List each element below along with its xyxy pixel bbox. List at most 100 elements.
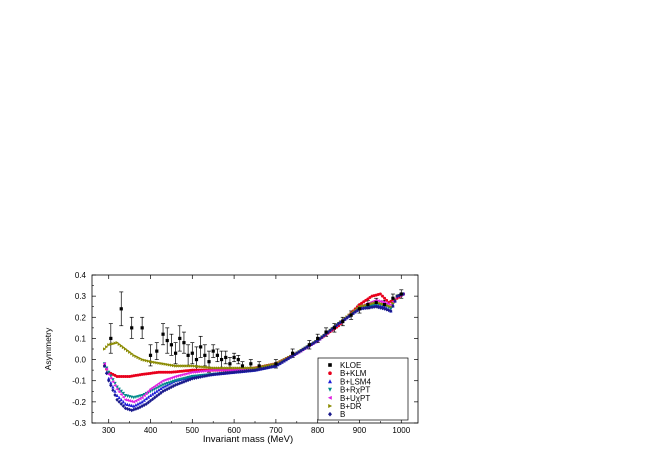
data-point — [159, 380, 163, 384]
data-point — [265, 365, 270, 370]
data-point — [190, 351, 194, 355]
series-b — [102, 292, 406, 413]
data-point — [217, 366, 222, 370]
data-point — [123, 374, 127, 378]
data-point — [391, 296, 395, 300]
data-point — [244, 369, 249, 373]
data-point — [207, 360, 211, 364]
data-point — [165, 362, 170, 367]
data-point — [228, 366, 232, 370]
data-point — [138, 401, 142, 405]
data-point — [362, 304, 366, 308]
data-point — [220, 366, 224, 370]
data-point — [261, 364, 266, 368]
x-tick-label: 700 — [269, 426, 283, 435]
data-point — [213, 366, 218, 370]
data-point — [148, 353, 153, 357]
data-point — [257, 367, 261, 372]
data-point — [127, 403, 132, 407]
data-point — [360, 304, 364, 308]
data-point — [224, 366, 228, 370]
data-point — [364, 306, 368, 310]
data-point — [144, 402, 148, 406]
data-point — [266, 363, 270, 368]
data-point — [127, 399, 132, 403]
data-point — [215, 371, 220, 376]
data-point — [132, 353, 136, 357]
data-point — [146, 395, 151, 399]
data-point — [151, 360, 155, 364]
data-point — [211, 349, 215, 353]
data-point — [236, 366, 241, 370]
data-point — [268, 363, 272, 367]
x-axis-label: Invariant mass (MeV) — [203, 434, 293, 445]
data-point — [180, 377, 184, 381]
x-tick-label: 400 — [144, 426, 158, 435]
data-point — [201, 365, 205, 369]
data-point — [234, 370, 238, 374]
data-point — [184, 376, 188, 380]
data-point — [182, 341, 186, 345]
data-point — [222, 366, 226, 370]
data-point — [171, 379, 176, 384]
data-point — [387, 308, 391, 313]
data-point — [121, 404, 125, 409]
data-point — [167, 386, 171, 391]
data-point — [142, 358, 147, 362]
data-point — [194, 357, 199, 362]
data-point — [155, 389, 159, 393]
data-point — [232, 366, 236, 370]
data-point — [126, 348, 130, 353]
data-point — [198, 369, 203, 374]
data-point — [148, 393, 153, 398]
data-point — [251, 368, 255, 373]
data-point — [182, 372, 186, 377]
data-point — [128, 350, 132, 354]
x-tick-label: 300 — [102, 426, 116, 435]
data-point — [157, 392, 161, 397]
data-point — [203, 353, 207, 357]
data-point — [109, 342, 113, 346]
data-point — [372, 301, 376, 305]
legend-label: B — [340, 410, 345, 419]
data-point — [153, 360, 157, 365]
data-point — [270, 362, 274, 367]
data-point — [157, 370, 161, 374]
data-point — [374, 300, 378, 305]
data-point — [194, 364, 199, 368]
data-point — [357, 307, 362, 311]
data-point — [165, 338, 169, 343]
data-point — [382, 303, 387, 307]
data-point — [144, 391, 148, 396]
data-point — [236, 369, 240, 374]
legend-marker — [328, 404, 333, 408]
data-point — [282, 358, 286, 363]
data-point — [161, 383, 165, 387]
legend-marker — [327, 395, 332, 400]
data-point — [111, 342, 115, 346]
data-point — [224, 371, 228, 376]
data-point — [376, 299, 380, 303]
data-point — [255, 365, 259, 370]
data-point — [134, 399, 138, 403]
data-point — [234, 366, 238, 370]
data-point — [131, 400, 136, 404]
data-point — [140, 395, 144, 400]
data-point — [115, 397, 119, 402]
data-point — [200, 369, 205, 373]
data-point — [190, 376, 194, 381]
data-point — [203, 365, 207, 369]
data-point — [194, 370, 198, 374]
data-point — [230, 370, 234, 375]
data-point — [119, 374, 123, 378]
data-point — [102, 363, 107, 368]
data-point — [389, 307, 393, 311]
data-point — [240, 364, 245, 368]
data-point — [228, 370, 232, 375]
data-point — [186, 353, 190, 357]
data-point — [102, 362, 107, 366]
data-point — [334, 323, 339, 328]
data-point — [152, 384, 157, 389]
data-point — [130, 403, 134, 408]
data-point — [307, 343, 311, 347]
